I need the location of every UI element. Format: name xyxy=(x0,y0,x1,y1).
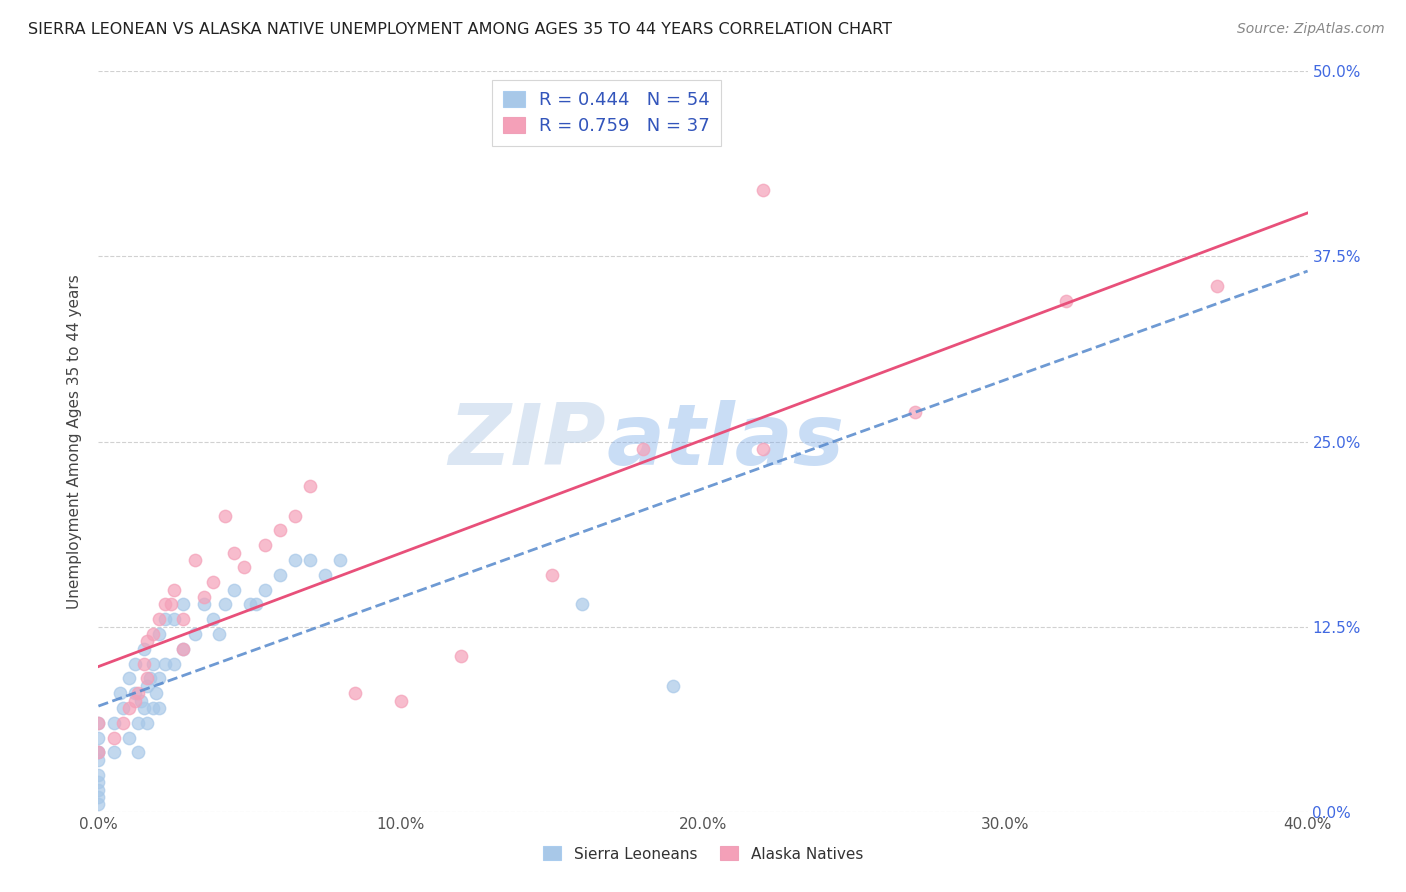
Point xyxy=(108,686,131,700)
Point xyxy=(103,715,125,730)
Point xyxy=(193,598,215,612)
Point xyxy=(904,405,927,419)
Point xyxy=(450,649,472,664)
Point xyxy=(129,694,152,708)
Point xyxy=(1206,279,1229,293)
Point xyxy=(540,567,562,582)
Point xyxy=(148,627,170,641)
Point xyxy=(135,715,157,730)
Point xyxy=(87,775,110,789)
Point xyxy=(245,598,267,612)
Point xyxy=(124,657,146,671)
Point xyxy=(214,598,236,612)
Point xyxy=(214,508,236,523)
Point xyxy=(145,686,167,700)
Point xyxy=(172,598,194,612)
Text: atlas: atlas xyxy=(606,400,845,483)
Point xyxy=(1054,293,1077,308)
Point xyxy=(124,694,146,708)
Point xyxy=(571,598,593,612)
Point xyxy=(184,553,207,567)
Point xyxy=(253,538,276,552)
Point xyxy=(163,582,186,597)
Point xyxy=(118,701,141,715)
Point xyxy=(142,627,165,641)
Point xyxy=(208,627,231,641)
Point xyxy=(135,672,157,686)
Point xyxy=(661,679,683,693)
Point xyxy=(132,641,155,656)
Point xyxy=(132,701,155,715)
Point xyxy=(87,797,110,812)
Point xyxy=(87,746,110,760)
Text: ZIP: ZIP xyxy=(449,400,606,483)
Point xyxy=(172,641,194,656)
Point xyxy=(87,782,110,797)
Point xyxy=(224,582,246,597)
Point xyxy=(87,731,110,745)
Point xyxy=(127,686,149,700)
Point xyxy=(118,672,141,686)
Point xyxy=(160,598,183,612)
Legend: Sierra Leoneans, Alaska Natives: Sierra Leoneans, Alaska Natives xyxy=(534,838,872,871)
Point xyxy=(193,590,215,604)
Point xyxy=(87,746,110,760)
Point xyxy=(184,627,207,641)
Point xyxy=(124,686,146,700)
Point xyxy=(172,641,194,656)
Point xyxy=(631,442,654,456)
Point xyxy=(153,598,176,612)
Point xyxy=(87,767,110,781)
Point xyxy=(314,567,336,582)
Point xyxy=(132,657,155,671)
Point xyxy=(269,524,291,538)
Point xyxy=(163,657,186,671)
Point xyxy=(111,715,134,730)
Point xyxy=(163,612,186,626)
Point xyxy=(118,731,141,745)
Point xyxy=(389,694,412,708)
Point xyxy=(103,731,125,745)
Point xyxy=(284,553,307,567)
Point xyxy=(153,612,176,626)
Point xyxy=(202,612,225,626)
Point xyxy=(135,679,157,693)
Point xyxy=(148,701,170,715)
Point xyxy=(752,183,775,197)
Point xyxy=(127,715,149,730)
Point xyxy=(172,612,194,626)
Y-axis label: Unemployment Among Ages 35 to 44 years: Unemployment Among Ages 35 to 44 years xyxy=(67,274,83,609)
Point xyxy=(103,746,125,760)
Point xyxy=(239,598,262,612)
Point xyxy=(111,701,134,715)
Point xyxy=(344,686,367,700)
Point xyxy=(153,657,176,671)
Point xyxy=(87,715,110,730)
Point xyxy=(253,582,276,597)
Point xyxy=(299,553,322,567)
Point xyxy=(139,672,162,686)
Point xyxy=(232,560,254,574)
Point xyxy=(142,701,165,715)
Point xyxy=(87,753,110,767)
Point xyxy=(284,508,307,523)
Text: SIERRA LEONEAN VS ALASKA NATIVE UNEMPLOYMENT AMONG AGES 35 TO 44 YEARS CORRELATI: SIERRA LEONEAN VS ALASKA NATIVE UNEMPLOY… xyxy=(28,22,893,37)
Point xyxy=(135,634,157,648)
Point xyxy=(148,672,170,686)
Point xyxy=(148,612,170,626)
Point xyxy=(269,567,291,582)
Point xyxy=(87,746,110,760)
Point xyxy=(329,553,352,567)
Point xyxy=(224,546,246,560)
Point xyxy=(87,789,110,804)
Point xyxy=(87,715,110,730)
Text: Source: ZipAtlas.com: Source: ZipAtlas.com xyxy=(1237,22,1385,37)
Point xyxy=(142,657,165,671)
Point xyxy=(202,575,225,590)
Point xyxy=(752,442,775,456)
Point xyxy=(299,479,322,493)
Point xyxy=(127,746,149,760)
